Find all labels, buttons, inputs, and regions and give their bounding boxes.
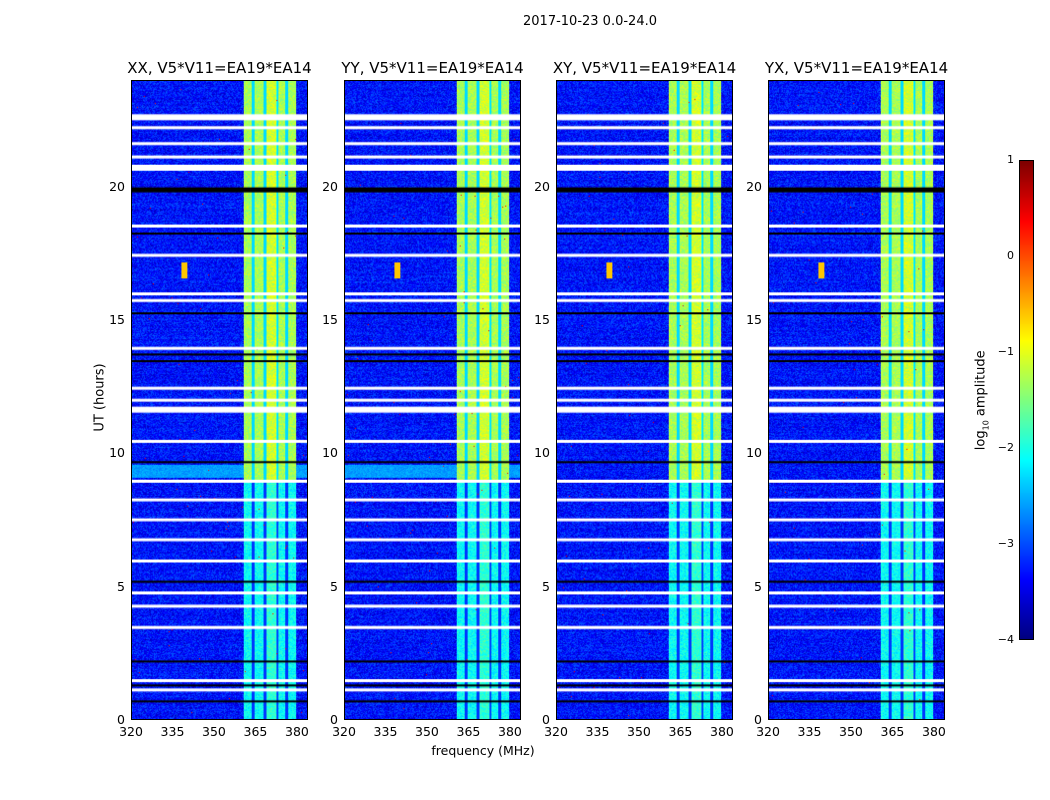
x-tick-label: 320 bbox=[756, 724, 780, 739]
figure-title: 2017-10-23 0.0-24.0 bbox=[523, 14, 657, 29]
y-tick-label: 5 bbox=[330, 578, 338, 594]
y-tick-label: 5 bbox=[754, 578, 762, 594]
y-tick-label: 5 bbox=[542, 578, 550, 594]
y-tick-label: 10 bbox=[534, 445, 550, 461]
y-tick-label: 20 bbox=[534, 178, 550, 194]
x-tick-label: 350 bbox=[415, 724, 439, 739]
colorbar-tick-label: 0 bbox=[1007, 249, 1014, 262]
panel-title: XY, V5*V11=EA19*EA14 bbox=[552, 59, 737, 77]
x-tick-label: 335 bbox=[797, 724, 822, 739]
x-tick-label: 365 bbox=[880, 724, 905, 739]
x-tick-label: 380 bbox=[285, 724, 309, 739]
waterfall-panel bbox=[131, 80, 308, 720]
heatmap-image bbox=[557, 81, 732, 719]
y-tick-label: 20 bbox=[746, 178, 762, 194]
waterfall-panel bbox=[344, 80, 521, 720]
colorbar-tick-label: −4 bbox=[997, 633, 1014, 646]
colorbar-tick-label: 1 bbox=[1007, 153, 1014, 166]
colorbar-tick-label: −2 bbox=[997, 441, 1014, 454]
y-tick-label: 15 bbox=[322, 312, 338, 327]
colorbar bbox=[1019, 160, 1034, 640]
y-axis-label: UT (hours) bbox=[92, 363, 108, 432]
colorbar-label: log10 amplitude bbox=[973, 350, 991, 451]
x-tick-label: 350 bbox=[202, 724, 226, 739]
y-tick-label: 0 bbox=[754, 712, 762, 727]
x-tick-label: 320 bbox=[119, 724, 143, 739]
x-tick-label: 380 bbox=[922, 724, 946, 739]
x-axis-label: frequency (MHz) bbox=[431, 743, 535, 758]
waterfall-panel bbox=[768, 80, 945, 720]
x-tick-label: 365 bbox=[456, 724, 481, 739]
panel-title: YY, V5*V11=EA19*EA14 bbox=[341, 59, 524, 77]
panel-title: XX, V5*V11=EA19*EA14 bbox=[127, 59, 312, 77]
x-tick-label: 365 bbox=[243, 724, 268, 739]
colorbar-tick-label: −1 bbox=[997, 345, 1014, 358]
y-tick-label: 10 bbox=[322, 445, 338, 461]
x-tick-label: 335 bbox=[373, 724, 398, 739]
y-tick-label: 15 bbox=[109, 312, 125, 327]
x-tick-label: 380 bbox=[498, 724, 522, 739]
y-tick-label: 0 bbox=[542, 712, 550, 727]
panel-title: YX, V5*V11=EA19*EA14 bbox=[764, 59, 949, 77]
heatmap-image bbox=[769, 81, 944, 719]
x-tick-label: 320 bbox=[332, 724, 356, 739]
y-tick-label: 10 bbox=[109, 445, 125, 461]
y-tick-label: 5 bbox=[117, 578, 125, 594]
y-tick-label: 20 bbox=[322, 178, 338, 194]
heatmap-image bbox=[132, 81, 307, 719]
x-tick-label: 365 bbox=[668, 724, 693, 739]
colorbar-tick-label: −3 bbox=[997, 537, 1014, 550]
y-tick-label: 0 bbox=[117, 712, 125, 727]
y-tick-label: 0 bbox=[330, 712, 338, 727]
x-tick-label: 335 bbox=[160, 724, 185, 739]
x-tick-label: 380 bbox=[710, 724, 734, 739]
x-tick-label: 350 bbox=[627, 724, 651, 739]
waterfall-panel bbox=[556, 80, 733, 720]
y-tick-label: 15 bbox=[746, 312, 762, 327]
y-tick-label: 10 bbox=[746, 445, 762, 461]
heatmap-image bbox=[345, 81, 520, 719]
y-tick-label: 15 bbox=[534, 312, 550, 327]
x-tick-label: 320 bbox=[544, 724, 568, 739]
x-tick-label: 335 bbox=[585, 724, 610, 739]
y-tick-label: 20 bbox=[109, 178, 125, 194]
x-tick-label: 350 bbox=[839, 724, 863, 739]
